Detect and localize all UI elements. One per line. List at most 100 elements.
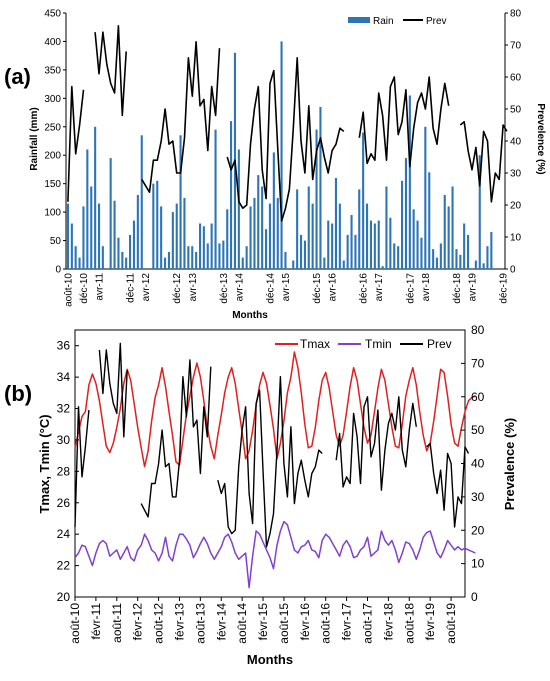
panel-b-xtick-label-f-vr-17: févr-17 xyxy=(340,603,354,641)
legend-prev2-label: Prev xyxy=(427,337,452,351)
panel-b-ytick-label: 32 xyxy=(57,402,71,416)
panel-a-xlabel: Months xyxy=(232,310,268,321)
panel-b-y2tick-label: 80 xyxy=(471,323,485,337)
panel-b-xtick-label-ao-t-19: août-19 xyxy=(444,603,458,644)
rain-bar-d-c-14 xyxy=(268,203,271,269)
rain-bar-d-c-16 xyxy=(362,132,365,269)
panel-a-xtick-label-avr-18: avr-18 xyxy=(421,273,432,302)
panel-b-xtick-label-ao-t-10: août-10 xyxy=(68,603,82,644)
panel-b-xtick-label-ao-t-17: août-17 xyxy=(361,603,375,644)
panel-a-xtick-label-d-c-15: déc-15 xyxy=(312,273,323,304)
rain-bar-ao-t-12 xyxy=(160,206,163,269)
panel-a-xtick-label-d-c-12: déc-12 xyxy=(172,273,183,304)
rain-bar-mars-11 xyxy=(94,126,97,269)
panel-a-y2tick-label: 20 xyxy=(510,201,522,212)
panel-a-ytick-label: 300 xyxy=(44,94,61,105)
rain-bar-janv-11 xyxy=(86,149,89,269)
panel-b-xtick-label-ao-t-11: août-11 xyxy=(110,603,124,643)
rain-bar-mai-14 xyxy=(241,257,244,269)
rain-bar-janv-17 xyxy=(366,203,369,269)
panel-b-y2tick-label: 60 xyxy=(471,390,485,404)
panel-a-xtick-label-avr-17: avr-17 xyxy=(374,273,385,302)
rain-bar-mars-18 xyxy=(420,237,423,269)
rain-bar-ao-t-15 xyxy=(300,234,303,269)
panel-a-axes xyxy=(65,13,506,270)
rain-bar-d-c-13 xyxy=(222,240,225,269)
rain-bar-oct-15 xyxy=(307,186,310,269)
rain-bar-mars-17 xyxy=(373,223,376,269)
panel-b-xtick-label-ao-t-18: août-18 xyxy=(402,603,416,644)
legend-rain-label: Rain xyxy=(373,16,394,27)
panel-b-xtick-label-f-vr-15: févr-15 xyxy=(256,603,270,641)
rain-bar-juin-18 xyxy=(432,249,435,269)
rain-bar-mars-13 xyxy=(187,246,190,269)
rain-bar-juil-13 xyxy=(202,226,205,269)
rain-bar-ao-t-10 xyxy=(66,203,69,269)
rain-bar-mai-18 xyxy=(428,172,431,269)
rain-bar-juin-17 xyxy=(385,186,388,269)
panel-b-ytick-label: 36 xyxy=(57,339,71,353)
rain-bar-janv-16 xyxy=(319,106,322,270)
panel-a-xtick-label-avr-12: avr-12 xyxy=(141,273,152,302)
rain-bar-d-c-10 xyxy=(82,206,85,269)
rain-bar-ao-t-14 xyxy=(253,197,256,269)
rain-bar-juil-12 xyxy=(156,180,159,269)
rain-bar-nov-17 xyxy=(404,158,407,269)
rain-bar-f-vr-14 xyxy=(230,121,233,269)
rain-bar-mars-12 xyxy=(140,135,143,269)
panel-a-xtick-label-avr-19: avr-19 xyxy=(468,273,479,302)
panel-a-y2tick-label: 60 xyxy=(510,73,522,84)
rain-bar-oct-17 xyxy=(401,180,404,269)
panel-b-ylabel: Tmax, Tmin (°C) xyxy=(37,414,52,513)
rain-bar-nov-16 xyxy=(358,189,361,269)
panel-a: (a) 0 50 100 150 200 250 300 350 400 450 0 10 20 30 40… xyxy=(4,9,546,322)
panel-b-y2tick-label: 30 xyxy=(471,490,485,504)
panel-b-y2tick-label: 10 xyxy=(471,557,485,571)
panel-a-ytick-label: 450 xyxy=(44,9,61,20)
panel-b-ytick-label: 30 xyxy=(57,433,71,447)
rain-bar-juin-16 xyxy=(338,203,341,269)
panel-b-xtick-label-f-vr-16: févr-16 xyxy=(298,603,312,641)
panel-a-y2tick-label: 40 xyxy=(510,137,522,148)
rain-bar-oct-18 xyxy=(447,206,450,269)
rain-bar-avr-18 xyxy=(424,126,427,269)
panel-b-xtick-label-f-vr-12: févr-12 xyxy=(131,603,145,641)
panel-b-y2tick-label: 70 xyxy=(471,356,485,370)
rain-bar-juin-12 xyxy=(152,183,155,269)
rain-bar-d-c-18 xyxy=(455,249,458,269)
rain-bar-f-vr-19 xyxy=(463,223,466,269)
rain-bar-avr-13 xyxy=(191,246,194,269)
panel-a-ytick-label: 0 xyxy=(55,265,61,276)
rain-bar-f-vr-13 xyxy=(183,197,186,269)
panel-a-xtick-label-avr-15: avr-15 xyxy=(281,273,292,302)
rain-bar-oct-14 xyxy=(261,186,264,269)
panel-b-y2label: Prevalence (%) xyxy=(502,418,517,511)
panel-a-xtick-label-d-c-17: déc-17 xyxy=(405,273,416,304)
rain-bar-janv-18 xyxy=(412,209,415,269)
rain-bar-juil-18 xyxy=(435,257,438,269)
panel-a-ytick-label: 250 xyxy=(44,122,61,133)
rain-bar-f-vr-11 xyxy=(90,186,93,269)
panel-a-xtick-label-d-c-18: déc-18 xyxy=(452,273,463,304)
rain-bar-oct-10 xyxy=(74,246,77,269)
rain-bar-f-vr-12 xyxy=(136,195,139,269)
panel-b-xtick-label-ao-t-16: août-16 xyxy=(319,603,333,644)
panel-a-y2label: Prevelence (%) xyxy=(535,103,546,174)
panel-b-ytick-label: 28 xyxy=(57,464,71,478)
rain-bar-ao-t-11 xyxy=(113,200,116,269)
legend-prev-label: Prev xyxy=(426,16,447,27)
rain-bar-juil-11 xyxy=(109,158,112,269)
rain-bar-mai-16 xyxy=(334,178,337,269)
rain-bar-mai-11 xyxy=(101,246,104,269)
panel-b-ytick-label: 22 xyxy=(57,559,71,573)
legend-tmin-label: Tmin xyxy=(365,337,392,351)
rain-bar-avr-14 xyxy=(237,149,240,269)
rain-bar-d-c-11 xyxy=(129,234,132,269)
panel-a-ytick-label: 150 xyxy=(44,179,61,190)
panel-a-xtick-label-d-c-16: déc-16 xyxy=(359,273,370,304)
panel-a-ytick-label: 200 xyxy=(44,151,61,162)
panel-a-y2tick-label: 10 xyxy=(510,233,522,244)
panel-b-xtick-label-ao-t-12: août-12 xyxy=(152,603,166,644)
panel-b-ytick-label: 34 xyxy=(57,370,71,384)
rain-bar-juil-17 xyxy=(389,217,392,269)
